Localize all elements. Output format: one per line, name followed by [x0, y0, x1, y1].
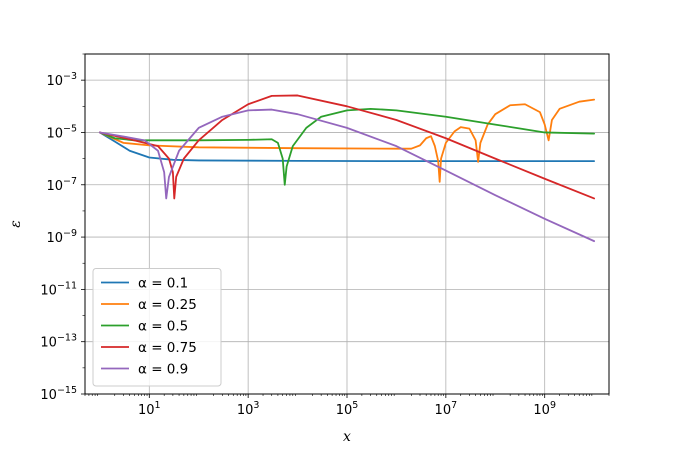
legend-label-2: α = 0.5 [138, 319, 188, 335]
legend-label-0: α = 0.1 [138, 276, 188, 292]
y-axis-label: ε [8, 220, 24, 228]
legend-label-3: α = 0.75 [138, 340, 197, 356]
y-tick-label: 10−7 [46, 176, 77, 194]
series-line-1 [98, 98, 596, 183]
x-tick-label: 107 [435, 400, 458, 418]
legend-box [92, 268, 222, 387]
y-tick-label: 10−15 [40, 385, 77, 403]
x-tick-label: 101 [138, 400, 161, 418]
legend-label-1: α = 0.25 [138, 297, 197, 313]
series-line-2 [98, 107, 596, 186]
y-tick-label: 10−3 [46, 71, 77, 89]
x-tick-label: 109 [533, 400, 556, 418]
series-line-0 [98, 131, 596, 163]
series-line-3 [98, 94, 596, 200]
x-tick-label: 105 [336, 400, 359, 418]
y-tick-label: 10−9 [46, 228, 77, 246]
series-line-4 [98, 108, 596, 243]
x-tick-label: 103 [237, 400, 260, 418]
y-tick-label: 10−11 [40, 280, 77, 298]
legend: α = 0.1 α = 0.25 α = 0.5 α = 0.75 α = 0.9 [92, 268, 222, 387]
axis-ticks: 101 103 105 107 109 10−15 10−13 10−11 10−9 10−7 10… [40, 53, 610, 418]
series-group [98, 94, 596, 243]
x-axis-label: x [343, 429, 351, 445]
y-tick-label: 10−13 [40, 333, 77, 351]
legend-label-4: α = 0.9 [138, 362, 188, 378]
y-tick-label: 10−5 [46, 123, 77, 141]
